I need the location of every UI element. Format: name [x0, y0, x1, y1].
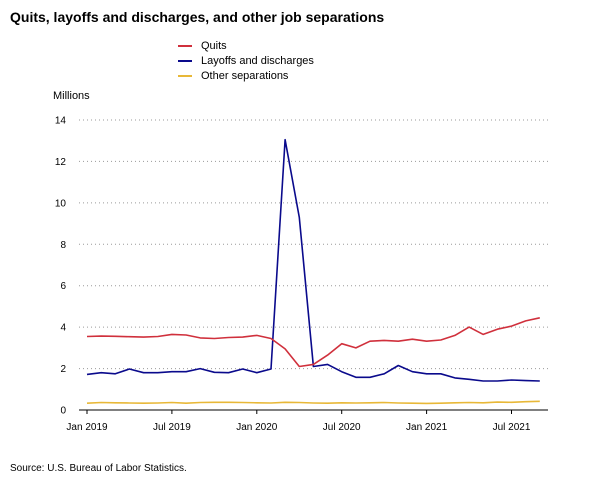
series-line-layoffs-and-discharges	[86, 138, 540, 382]
legend-label-other: Other separations	[201, 69, 289, 82]
y-tick-label: 0	[60, 406, 66, 417]
x-tick-label: Jan 2020	[236, 422, 278, 433]
chart-title: Quits, layoffs and discharges, and other…	[10, 9, 385, 25]
y-tick-label: 4	[60, 323, 66, 334]
legend-item-quits: Quits	[178, 38, 314, 53]
y-axis-ticks: 0 2 4 6 8 10 12 14	[55, 116, 67, 417]
x-tick-label: Jul 2021	[493, 422, 531, 433]
legend-item-other: Other separations	[178, 68, 314, 83]
legend-swatch-other	[178, 74, 192, 77]
source-note: Source: U.S. Bureau of Labor Statistics.	[10, 463, 187, 474]
legend-swatch-quits	[178, 44, 192, 47]
x-tick-label: Jan 2021	[406, 422, 448, 433]
x-tick-label: Jul 2020	[323, 422, 361, 433]
y-tick-label: 8	[60, 240, 66, 251]
y-axis-label: Millions	[53, 90, 90, 102]
x-tick-label: Jul 2019	[153, 422, 191, 433]
y-tick-label: 6	[60, 281, 66, 292]
y-tick-label: 10	[55, 198, 67, 209]
series-lines	[86, 138, 540, 405]
legend: Quits Layoffs and discharges Other separ…	[178, 38, 314, 83]
legend-item-layoffs: Layoffs and discharges	[178, 53, 314, 68]
legend-label-quits: Quits	[201, 39, 227, 52]
y-tick-label: 14	[55, 116, 67, 127]
y-tick-label: 12	[55, 157, 67, 168]
series-line-other-separations	[86, 400, 540, 405]
legend-label-layoffs: Layoffs and discharges	[201, 54, 314, 67]
series-line-quits	[86, 317, 540, 368]
x-axis-ticks: Jan 2019 Jul 2019 Jan 2020 Jul 2020 Jan 2021…	[66, 410, 531, 433]
legend-swatch-layoffs	[178, 59, 192, 62]
x-tick-label: Jan 2019	[66, 422, 108, 433]
y-tick-label: 2	[60, 364, 66, 375]
